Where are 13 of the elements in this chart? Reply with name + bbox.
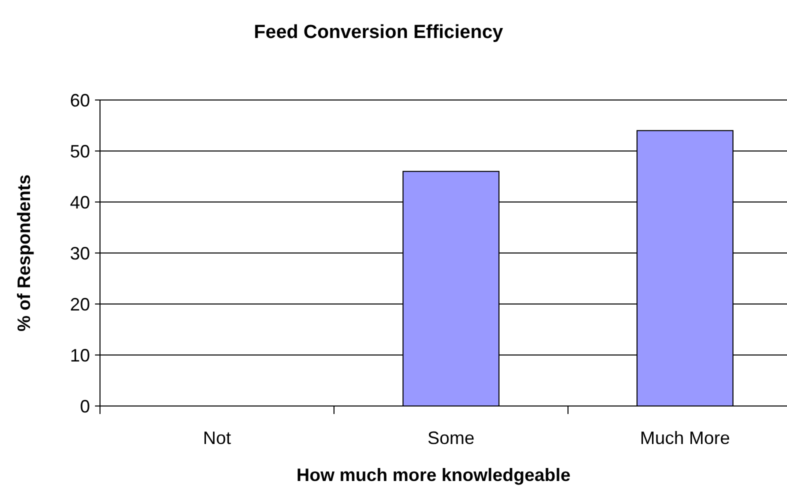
x-tick-label: Some [427, 428, 475, 448]
x-tick-label: Much More [640, 428, 730, 448]
chart-title: Feed Conversion Efficiency [254, 22, 504, 43]
y-tick-label: 40 [70, 192, 90, 212]
x-tick-label: Not [202, 428, 232, 448]
y-tick-label: 50 [70, 141, 90, 162]
y-tick-label: 60 [70, 90, 90, 110]
y-axis-title: % of Respondents [14, 174, 34, 332]
x-axis-title: How much more knowledgeable [296, 465, 571, 485]
y-tick-label: 0 [80, 396, 90, 416]
y-tick-label: 20 [70, 294, 90, 314]
y-tick-label: 30 [70, 243, 90, 264]
y-tick-label: 10 [70, 345, 90, 366]
